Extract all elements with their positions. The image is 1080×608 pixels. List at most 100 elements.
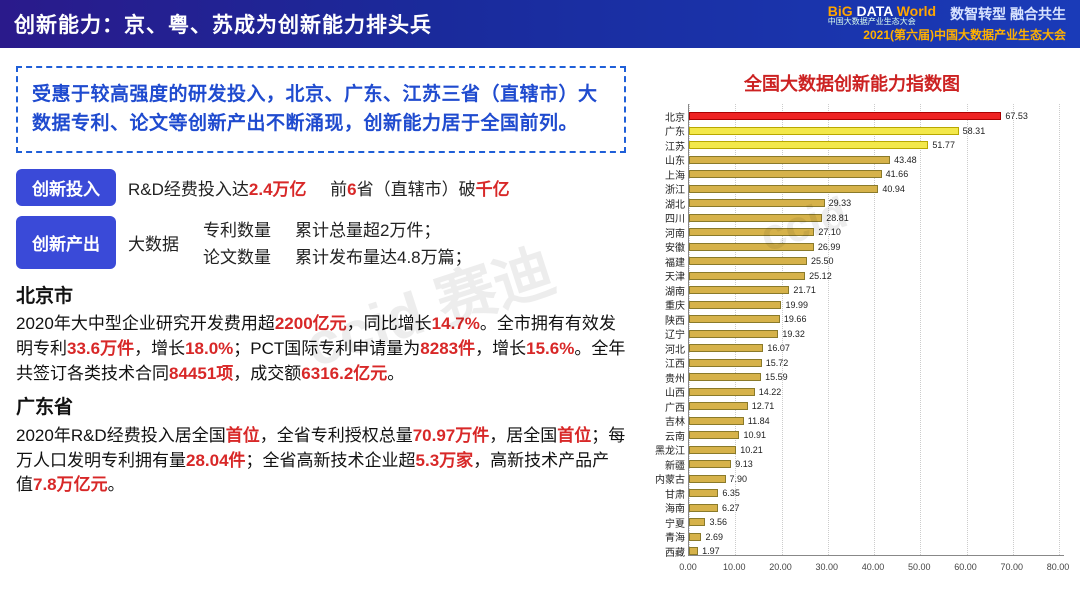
x-tick-label: 70.00 xyxy=(1000,562,1023,572)
bar xyxy=(689,330,778,338)
bar xyxy=(689,417,744,425)
bar-row: 内蒙古7.90 xyxy=(689,473,747,485)
bar-value-label: 10.21 xyxy=(740,445,763,455)
bar-value-label: 41.66 xyxy=(886,169,909,179)
bar-category-label: 安徽 xyxy=(641,239,685,254)
bar-value-label: 6.35 xyxy=(722,488,740,498)
bar-row: 山东43.48 xyxy=(689,154,917,166)
bar-category-label: 宁夏 xyxy=(641,515,685,530)
bar-row: 广东58.31 xyxy=(689,125,985,137)
guangdong-para: 广东省 2020年R&D经费投入居全国首位，全省专利授权总量70.97万件，居全… xyxy=(16,394,626,497)
bar-row: 新疆9.13 xyxy=(689,458,753,470)
bar-value-label: 27.10 xyxy=(818,227,841,237)
gridline xyxy=(1059,104,1060,555)
bar-category-label: 青海 xyxy=(641,529,685,544)
gridline xyxy=(967,104,968,555)
bar-row: 河南27.10 xyxy=(689,226,841,238)
x-tick-label: 80.00 xyxy=(1047,562,1070,572)
bar-value-label: 3.56 xyxy=(709,517,727,527)
chart-area: 北京67.53广东58.31江苏51.77山东43.48上海41.66浙江40.… xyxy=(640,104,1064,574)
row-invest: 创新投入 R&D经费投入达2.4万亿 前6省（直辖市）破千亿 xyxy=(16,169,626,206)
event-subline: 2021(第六届)中国大数据产业生态大会 xyxy=(828,28,1066,43)
left-column: 受惠于较高强度的研发投入，北京、广东、江苏三省（直辖市）大数据专利、论文等创新产… xyxy=(16,66,636,600)
bar-category-label: 山西 xyxy=(641,384,685,399)
bar xyxy=(689,359,762,367)
bar-value-label: 19.32 xyxy=(782,329,805,339)
bar-value-label: 12.71 xyxy=(752,401,775,411)
bar xyxy=(689,286,789,294)
bar-category-label: 江苏 xyxy=(641,138,685,153)
bar-row: 湖北29.33 xyxy=(689,197,851,209)
bar-value-label: 2.69 xyxy=(705,532,723,542)
bar-row: 北京67.53 xyxy=(689,110,1028,122)
bar-category-label: 北京 xyxy=(641,109,685,124)
bar-category-label: 内蒙古 xyxy=(641,471,685,486)
bar-row: 山西14.22 xyxy=(689,386,781,398)
bar-category-label: 西藏 xyxy=(641,544,685,559)
bar-row: 河北16.07 xyxy=(689,342,790,354)
header-bar: 创新能力：京、粤、苏成为创新能力排头兵 BiG DATA World 中国大数据… xyxy=(0,0,1080,48)
bar-category-label: 江西 xyxy=(641,355,685,370)
bar-value-label: 40.94 xyxy=(882,184,905,194)
bar-value-label: 9.13 xyxy=(735,459,753,469)
bar-value-label: 6.27 xyxy=(722,503,740,513)
chart-plot: 北京67.53广东58.31江苏51.77山东43.48上海41.66浙江40.… xyxy=(688,104,1064,556)
bar-value-label: 67.53 xyxy=(1005,111,1028,121)
row-output: 创新产出 大数据 专利数量 累计总量超2万件； 论文数量 累计发布量达4.8万篇… xyxy=(16,216,626,269)
bar-category-label: 贵州 xyxy=(641,370,685,385)
bar xyxy=(689,112,1001,120)
bar xyxy=(689,431,739,439)
summary-box: 受惠于较高强度的研发投入，北京、广东、江苏三省（直辖市）大数据专利、论文等创新产… xyxy=(16,66,626,153)
bar-row: 辽宁19.32 xyxy=(689,328,805,340)
bar xyxy=(689,504,718,512)
bar-category-label: 吉林 xyxy=(641,413,685,428)
bar xyxy=(689,460,731,468)
bar xyxy=(689,446,736,454)
bar-category-label: 湖北 xyxy=(641,196,685,211)
header-right: BiG DATA World 中国大数据产业生态大会 数智转型 融合共生 202… xyxy=(828,4,1066,43)
bar-value-label: 16.07 xyxy=(767,343,790,353)
bar-value-label: 10.91 xyxy=(743,430,766,440)
bar xyxy=(689,388,755,396)
bar-row: 湖南21.71 xyxy=(689,284,816,296)
bar-category-label: 广东 xyxy=(641,123,685,138)
slide-title: 创新能力：京、粤、苏成为创新能力排头兵 xyxy=(14,9,432,39)
bar-row: 海南6.27 xyxy=(689,502,740,514)
chart-title: 全国大数据创新能力指数图 xyxy=(640,70,1064,96)
bar xyxy=(689,257,807,265)
pill-invest: 创新投入 xyxy=(16,169,116,206)
bar-value-label: 29.33 xyxy=(829,198,852,208)
bar-category-label: 海南 xyxy=(641,500,685,515)
bar-value-label: 43.48 xyxy=(894,155,917,165)
bar xyxy=(689,228,814,236)
x-tick-label: 50.00 xyxy=(908,562,931,572)
bar-value-label: 25.12 xyxy=(809,271,832,281)
bar-category-label: 云南 xyxy=(641,428,685,443)
bar-value-label: 51.77 xyxy=(932,140,955,150)
bar-row: 西藏1.97 xyxy=(689,545,720,557)
bar-category-label: 浙江 xyxy=(641,181,685,196)
bar xyxy=(689,315,780,323)
bar-row: 重庆19.99 xyxy=(689,299,808,311)
bar-row: 天津25.12 xyxy=(689,270,832,282)
bar-category-label: 福建 xyxy=(641,254,685,269)
bar xyxy=(689,489,718,497)
beijing-para: 北京市 2020年大中型企业研究开发费用超2200亿元，同比增长14.7%。全市… xyxy=(16,283,626,386)
bar-row: 贵州15.59 xyxy=(689,371,788,383)
guangdong-heading: 广东省 xyxy=(16,394,626,422)
bar xyxy=(689,272,805,280)
bar-row: 广西12.71 xyxy=(689,400,774,412)
bar xyxy=(689,170,882,178)
bar-row: 浙江40.94 xyxy=(689,183,905,195)
x-tick-label: 20.00 xyxy=(769,562,792,572)
output-grid: 大数据 专利数量 累计总量超2万件； 论文数量 累计发布量达4.8万篇； xyxy=(128,216,472,268)
bar-category-label: 河北 xyxy=(641,341,685,356)
bar xyxy=(689,243,814,251)
gridline xyxy=(920,104,921,555)
bar-category-label: 湖南 xyxy=(641,283,685,298)
bar-value-label: 26.99 xyxy=(818,242,841,252)
bar-category-label: 重庆 xyxy=(641,297,685,312)
bar-row: 吉林11.84 xyxy=(689,415,770,427)
bar-value-label: 58.31 xyxy=(963,126,986,136)
bar-row: 青海2.69 xyxy=(689,531,723,543)
